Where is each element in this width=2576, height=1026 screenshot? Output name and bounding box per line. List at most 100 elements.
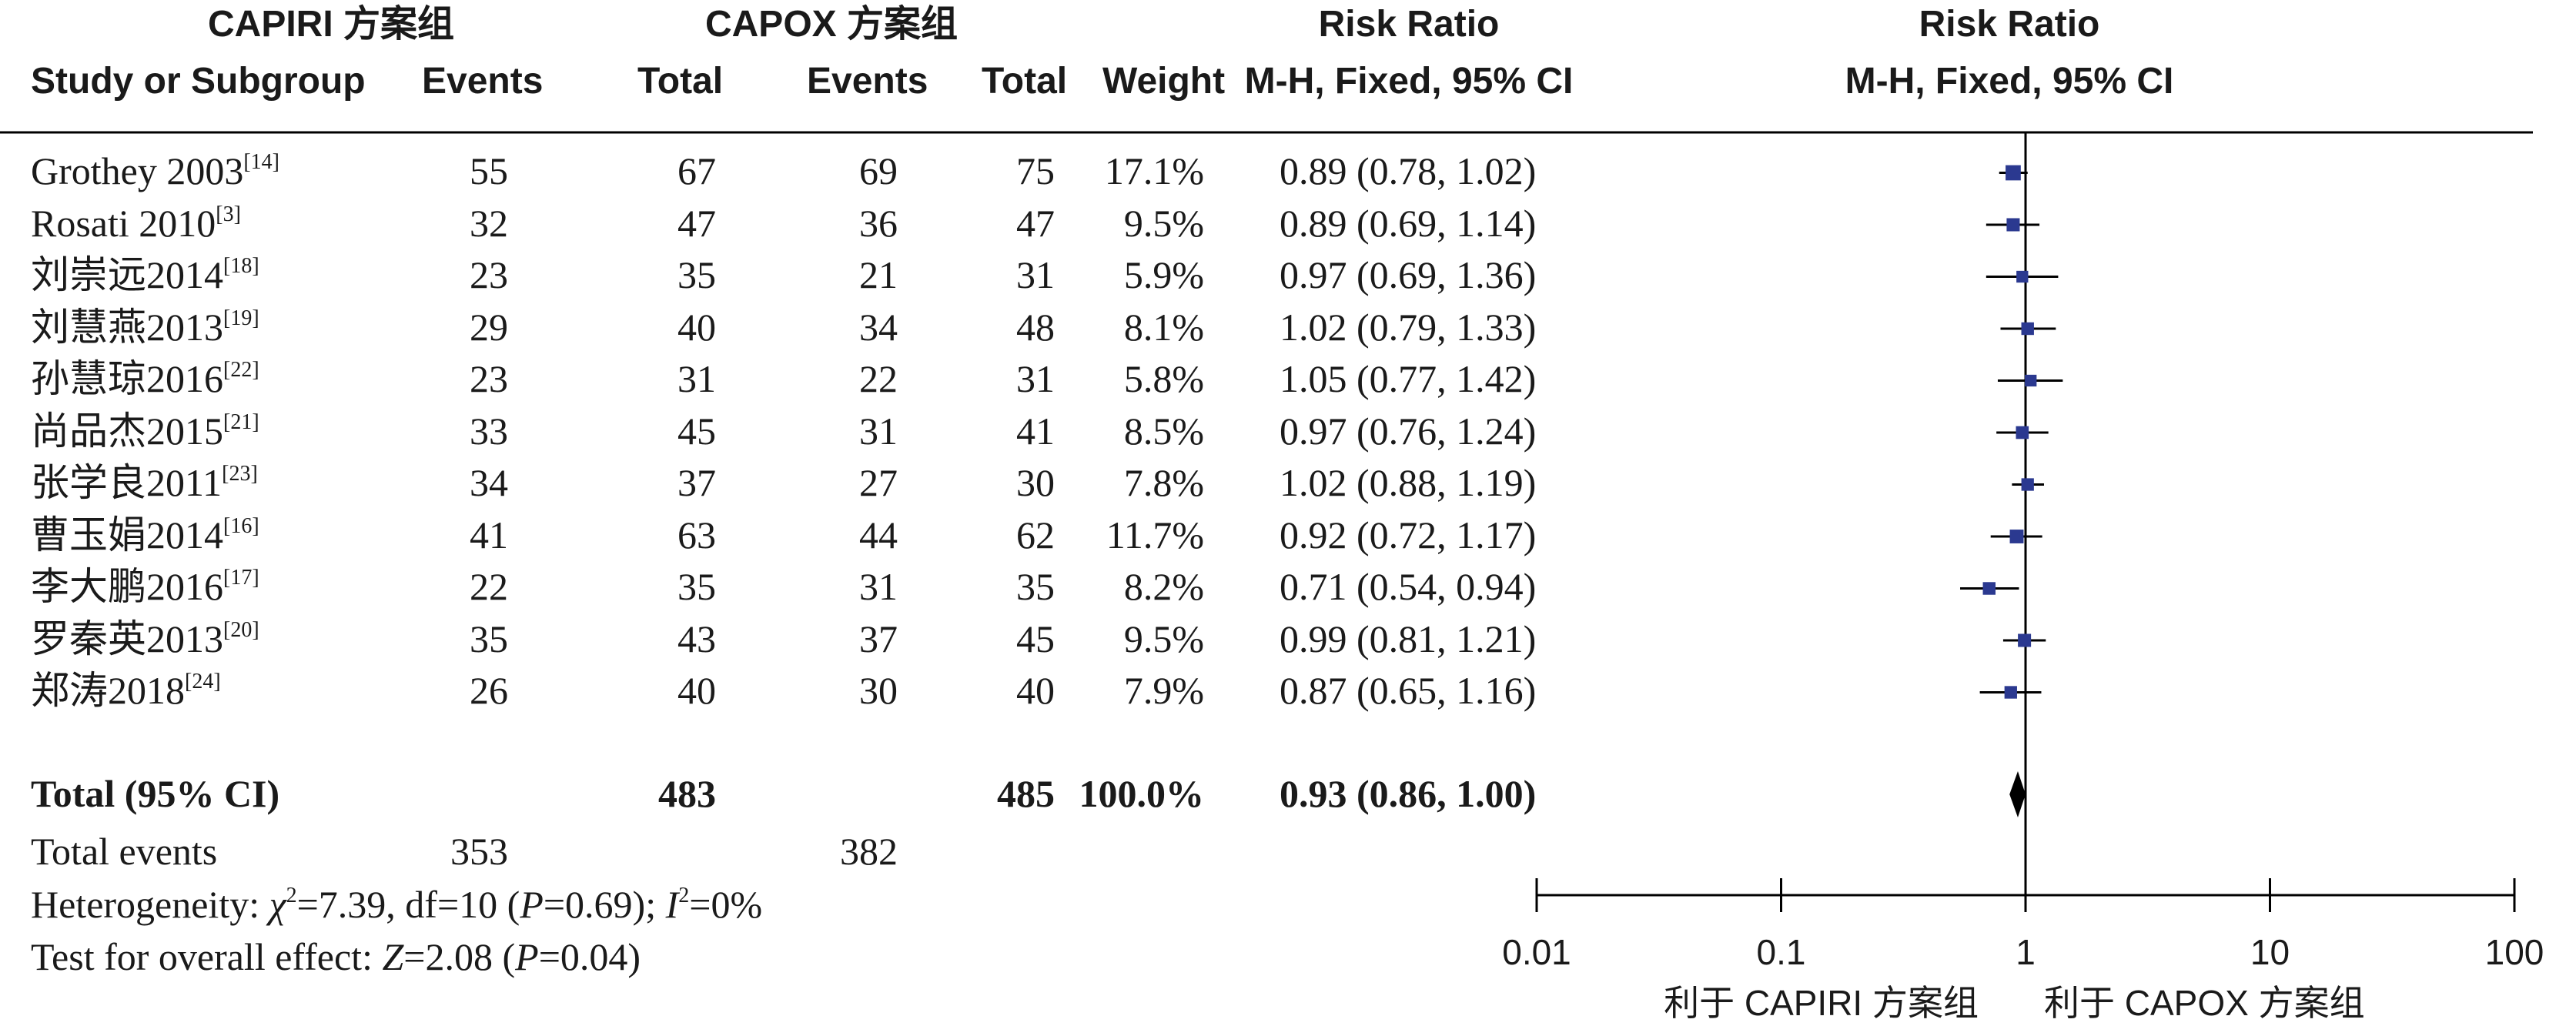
study-reference: [19] <box>223 306 259 330</box>
study-events2: 30 <box>859 669 898 712</box>
study-weight: 8.5% <box>1123 409 1204 453</box>
study-weight: 9.5% <box>1123 617 1204 660</box>
study-ci: 0.87 (0.65, 1.16) <box>1280 669 1537 712</box>
study-ci: 0.71 (0.54, 0.94) <box>1280 565 1537 608</box>
study-reference: [24] <box>185 670 221 693</box>
study-name: 刘慧燕2013 <box>31 306 223 349</box>
study-name: Rosati 2010 <box>31 202 216 245</box>
col-weight-header: Weight <box>1102 61 1226 102</box>
x-axis-tick-label: 100 <box>2485 932 2544 972</box>
overall-p-value: =0.04) <box>538 935 641 978</box>
study-total1: 67 <box>677 149 716 192</box>
study-total1: 43 <box>677 617 716 660</box>
study-name-cell: 罗秦英2013[20] <box>31 620 259 659</box>
study-total1: 45 <box>677 409 716 453</box>
study-events2: 22 <box>859 357 898 400</box>
study-events2: 34 <box>859 306 898 349</box>
study-weight: 11.7% <box>1106 513 1204 556</box>
study-point-marker <box>1982 582 1996 595</box>
study-ci: 0.89 (0.69, 1.14) <box>1280 202 1537 245</box>
study-name-cell: 李大鹏2016[17] <box>31 566 259 607</box>
study-point-marker <box>2021 478 2034 491</box>
study-name: 郑涛2018 <box>31 669 185 712</box>
study-weight: 5.8% <box>1123 357 1204 400</box>
study-name-cell: 孙慧琼2016[22] <box>31 357 259 400</box>
study-total2: 48 <box>1016 306 1055 349</box>
study-ci: 1.05 (0.77, 1.42) <box>1280 357 1537 400</box>
study-total1: 35 <box>677 253 716 296</box>
study-ci: 0.99 (0.81, 1.21) <box>1280 617 1537 660</box>
study-events1: 23 <box>470 253 508 296</box>
heterogeneity-label: Heterogeneity: <box>31 883 269 926</box>
rr-column-title: Risk Ratio <box>1318 4 1500 45</box>
study-weight: 8.2% <box>1123 565 1204 608</box>
study-point-marker <box>2004 686 2017 699</box>
study-total1: 47 <box>677 202 716 245</box>
x-axis-tick-label: 1 <box>2016 932 2036 972</box>
study-reference: [3] <box>216 202 241 226</box>
study-ci: 0.97 (0.69, 1.36) <box>1280 253 1537 296</box>
plot-method: M-H, Fixed, 95% CI <box>1845 61 2174 102</box>
study-total2: 40 <box>1016 669 1055 712</box>
study-point-marker <box>2006 165 2021 181</box>
x-axis-tick-label: 10 <box>2250 932 2290 972</box>
study-name: Grothey 2003 <box>31 149 244 192</box>
overall-p-symbol: P <box>515 935 539 978</box>
study-ci: 0.92 (0.72, 1.17) <box>1280 513 1537 556</box>
study-events1: 41 <box>470 513 508 556</box>
col-events2-header: Events <box>807 61 928 102</box>
total-weight: 100.0% <box>1079 772 1205 815</box>
study-reference: [18] <box>223 254 259 278</box>
study-reference: [16] <box>223 514 259 538</box>
favours-right-label: 利于 CAPOX 方案组 <box>2044 983 2365 1023</box>
total-t2: 485 <box>997 772 1055 815</box>
study-ci: 0.97 (0.76, 1.24) <box>1280 409 1537 453</box>
study-reference: [14] <box>243 150 279 174</box>
rr-column-method: M-H, Fixed, 95% CI <box>1244 61 1574 102</box>
i-superscript: 2 <box>678 884 690 907</box>
study-total2: 45 <box>1016 617 1055 660</box>
study-weight: 8.1% <box>1123 306 1204 349</box>
study-name: 孙慧琼2016 <box>31 357 223 400</box>
col-total2-header: Total <box>982 61 1068 102</box>
study-weight: 17.1% <box>1104 149 1204 192</box>
study-total1: 40 <box>677 306 716 349</box>
study-total2: 41 <box>1016 409 1055 453</box>
study-ci: 1.02 (0.79, 1.33) <box>1280 306 1537 349</box>
study-events1: 32 <box>470 202 508 245</box>
study-events1: 55 <box>470 149 508 192</box>
study-total1: 37 <box>677 461 716 504</box>
study-name-cell: 郑涛2018[24] <box>31 671 221 710</box>
study-total2: 30 <box>1016 461 1055 504</box>
study-weight: 7.8% <box>1123 461 1204 504</box>
study-point-marker <box>2009 530 2024 543</box>
study-events2: 31 <box>859 565 898 608</box>
pooled-diamond <box>2009 771 2026 817</box>
study-reference: [23] <box>222 462 258 486</box>
study-events2: 37 <box>859 617 898 660</box>
study-point-marker <box>2016 426 2029 439</box>
study-weight: 7.9% <box>1123 669 1204 712</box>
study-name: 曹玉娟2014 <box>31 513 223 556</box>
study-events1: 26 <box>470 669 508 712</box>
study-reference: [17] <box>223 566 259 590</box>
chi-value: =7.39, df=10 ( <box>296 883 520 926</box>
i-value: =0% <box>689 883 763 926</box>
study-name: 张学良2011 <box>31 461 222 504</box>
study-events2: 69 <box>859 149 898 192</box>
overall-effect-text: Test for overall effect: Z=2.08 (P=0.04) <box>31 937 641 976</box>
chi-symbol: χ <box>269 883 286 926</box>
heterogeneity-p-value: =0.69); <box>543 883 666 926</box>
study-events2: 27 <box>859 461 898 504</box>
plot-title: Risk Ratio <box>1919 4 2100 45</box>
study-ci: 1.02 (0.88, 1.19) <box>1280 461 1537 504</box>
study-events1: 22 <box>470 565 508 608</box>
study-reference: [21] <box>223 410 259 434</box>
study-name-cell: Grothey 2003[14] <box>31 149 279 192</box>
col-total1-header: Total <box>637 61 724 102</box>
study-name-cell: 尚品杰2015[21] <box>31 410 259 451</box>
study-name-cell: 刘慧燕2013[19] <box>31 306 259 349</box>
study-total1: 40 <box>677 669 716 712</box>
overall-effect-label: Test for overall effect: <box>31 935 383 978</box>
